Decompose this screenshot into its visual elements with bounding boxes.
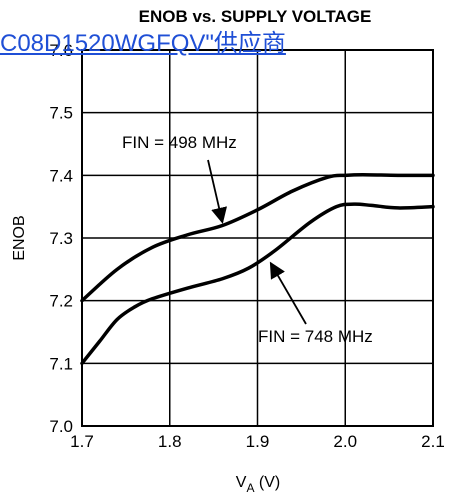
y-tick-label: 7.6 [49,41,73,60]
y-tick-label: 7.5 [49,104,73,123]
y-tick-label: 7.4 [49,166,73,185]
series-line-1 [80,172,435,303]
x-axis-label-main: V [236,474,247,491]
plot-frame [81,49,434,427]
annotation-layer: FIN = 498 MHz FIN = 748 MHz [122,133,373,346]
annotation-arrow [207,159,228,224]
x-tick-labels: 1.7 1.8 1.9 2.0 2.1 [70,432,445,451]
series-annotation-label: FIN = 748 MHz [258,327,373,346]
series-layer [80,172,435,366]
x-tick-label: 1.9 [246,432,270,451]
x-tick-label: 1.7 [70,432,94,451]
annotation-arrow [269,261,307,325]
x-axis-label-unit: (V) [254,474,280,491]
y-tick-labels: 7.0 7.1 7.2 7.3 7.4 7.5 7.6 [49,41,73,436]
series-annotation-label: FIN = 498 MHz [122,133,237,152]
y-tick-label: 7.1 [49,354,73,373]
chart-title: ENOB vs. SUPPLY VOLTAGE [139,7,372,26]
x-tick-label: 2.0 [333,432,357,451]
x-tick-label: 1.8 [158,432,182,451]
y-tick-label: 7.0 [49,417,73,436]
y-axis-label: ENOB [11,215,28,260]
x-axis-label-subscript: A [246,481,254,495]
y-tick-label: 7.3 [49,229,73,248]
grid-lines [82,50,433,426]
series-line-2 [80,202,435,366]
overlay-link[interactable]: C08D1520WGFQV"供应商 [0,30,286,57]
x-axis-label: VA (V) [236,474,280,495]
y-tick-label: 7.2 [49,292,73,311]
x-tick-label: 2.1 [421,432,445,451]
